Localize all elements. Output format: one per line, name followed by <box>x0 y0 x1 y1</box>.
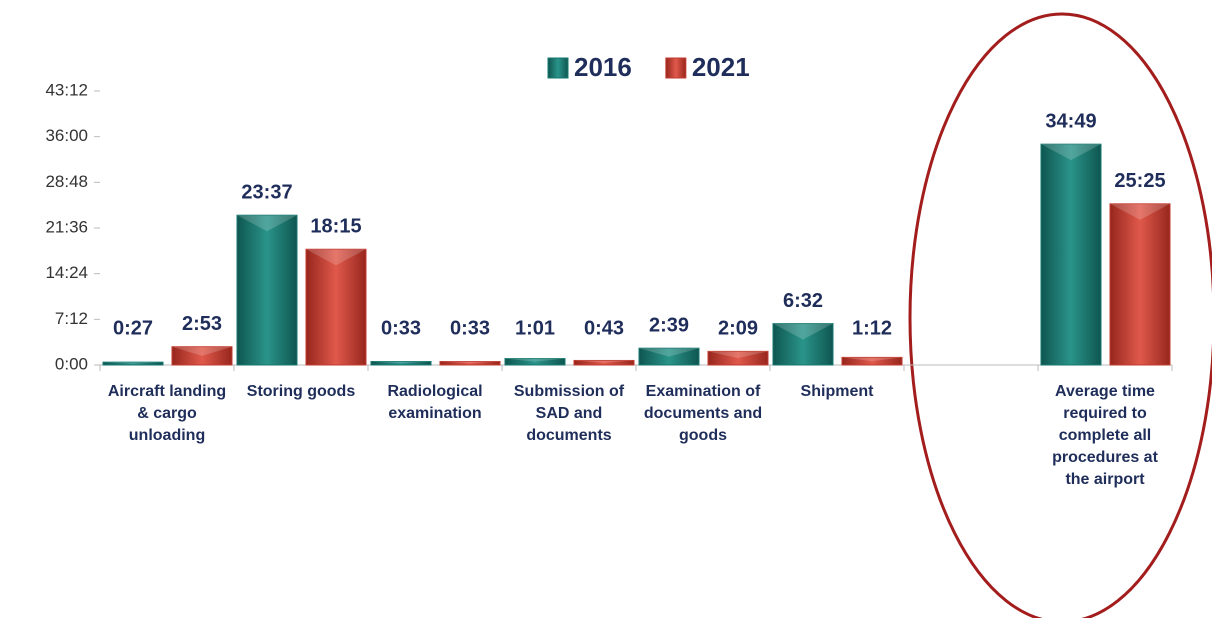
value-label: 0:33 <box>450 317 490 339</box>
x-tick-label: Radiological examination <box>387 383 483 422</box>
x-tick-label: Aircraft landing & cargo unloading <box>107 383 227 444</box>
bar-bevel <box>440 361 500 364</box>
legend-swatch <box>547 57 569 79</box>
y-tick-label: 7:12 <box>55 309 88 328</box>
y-tick-label: 36:00 <box>45 126 88 145</box>
bar <box>707 350 769 366</box>
value-label: 1:12 <box>852 317 892 339</box>
bar-bevel <box>103 362 163 364</box>
y-tick-label: 43:12 <box>45 80 88 99</box>
bar <box>236 214 298 366</box>
bar-bevel <box>237 215 297 232</box>
y-tick-label: 14:24 <box>45 263 88 282</box>
bar <box>638 347 700 366</box>
bar <box>573 359 635 366</box>
value-label: 34:49 <box>1045 110 1096 132</box>
value-label: 0:33 <box>381 317 421 339</box>
value-label: 2:53 <box>182 313 222 335</box>
highlight-ellipse <box>908 12 1212 618</box>
value-label: 23:37 <box>241 181 292 203</box>
x-tick-label: Storing goods <box>246 383 356 400</box>
bar-bevel <box>371 361 431 364</box>
value-label: 0:43 <box>584 317 624 339</box>
y-tick-label: 0:00 <box>55 354 88 373</box>
bar-bevel <box>505 358 565 362</box>
value-label: 25:25 <box>1114 170 1165 192</box>
bar-bevel <box>773 323 833 340</box>
value-label: 2:09 <box>718 317 758 339</box>
y-tick-label: 28:48 <box>45 172 88 191</box>
y-tick-label: 21:36 <box>45 217 88 236</box>
bar <box>370 361 432 366</box>
bar-bevel <box>639 348 699 357</box>
value-label: 6:32 <box>783 290 823 312</box>
value-label: 0:27 <box>113 317 153 339</box>
bar-bevel <box>708 351 768 359</box>
value-label: 18:15 <box>310 216 361 238</box>
bar-bevel <box>1041 144 1101 161</box>
x-tick-label: Shipment <box>800 383 874 400</box>
legend-swatch <box>665 57 687 79</box>
legend-label: 2021 <box>692 52 750 82</box>
value-label: 1:01 <box>515 317 555 339</box>
x-tick-label: Submission of SAD and documents <box>513 383 625 444</box>
bar-bevel <box>842 357 902 362</box>
bar <box>102 361 164 366</box>
bar <box>439 361 501 366</box>
bar-bevel <box>574 360 634 363</box>
bar <box>772 323 834 366</box>
bar <box>841 356 903 366</box>
bar <box>504 358 566 366</box>
bar <box>305 248 367 366</box>
x-tick-label: Examination of documents and goods <box>643 383 763 444</box>
bar <box>1109 203 1171 366</box>
bar <box>171 346 233 366</box>
bar-bevel <box>172 346 232 356</box>
value-label: 2:39 <box>649 314 689 336</box>
bar-bevel <box>1110 203 1170 220</box>
bar <box>1040 143 1102 366</box>
legend-label: 2016 <box>574 52 632 82</box>
bar-bevel <box>306 249 366 266</box>
x-tick-label: Average time required to complete all pr… <box>1052 383 1158 488</box>
